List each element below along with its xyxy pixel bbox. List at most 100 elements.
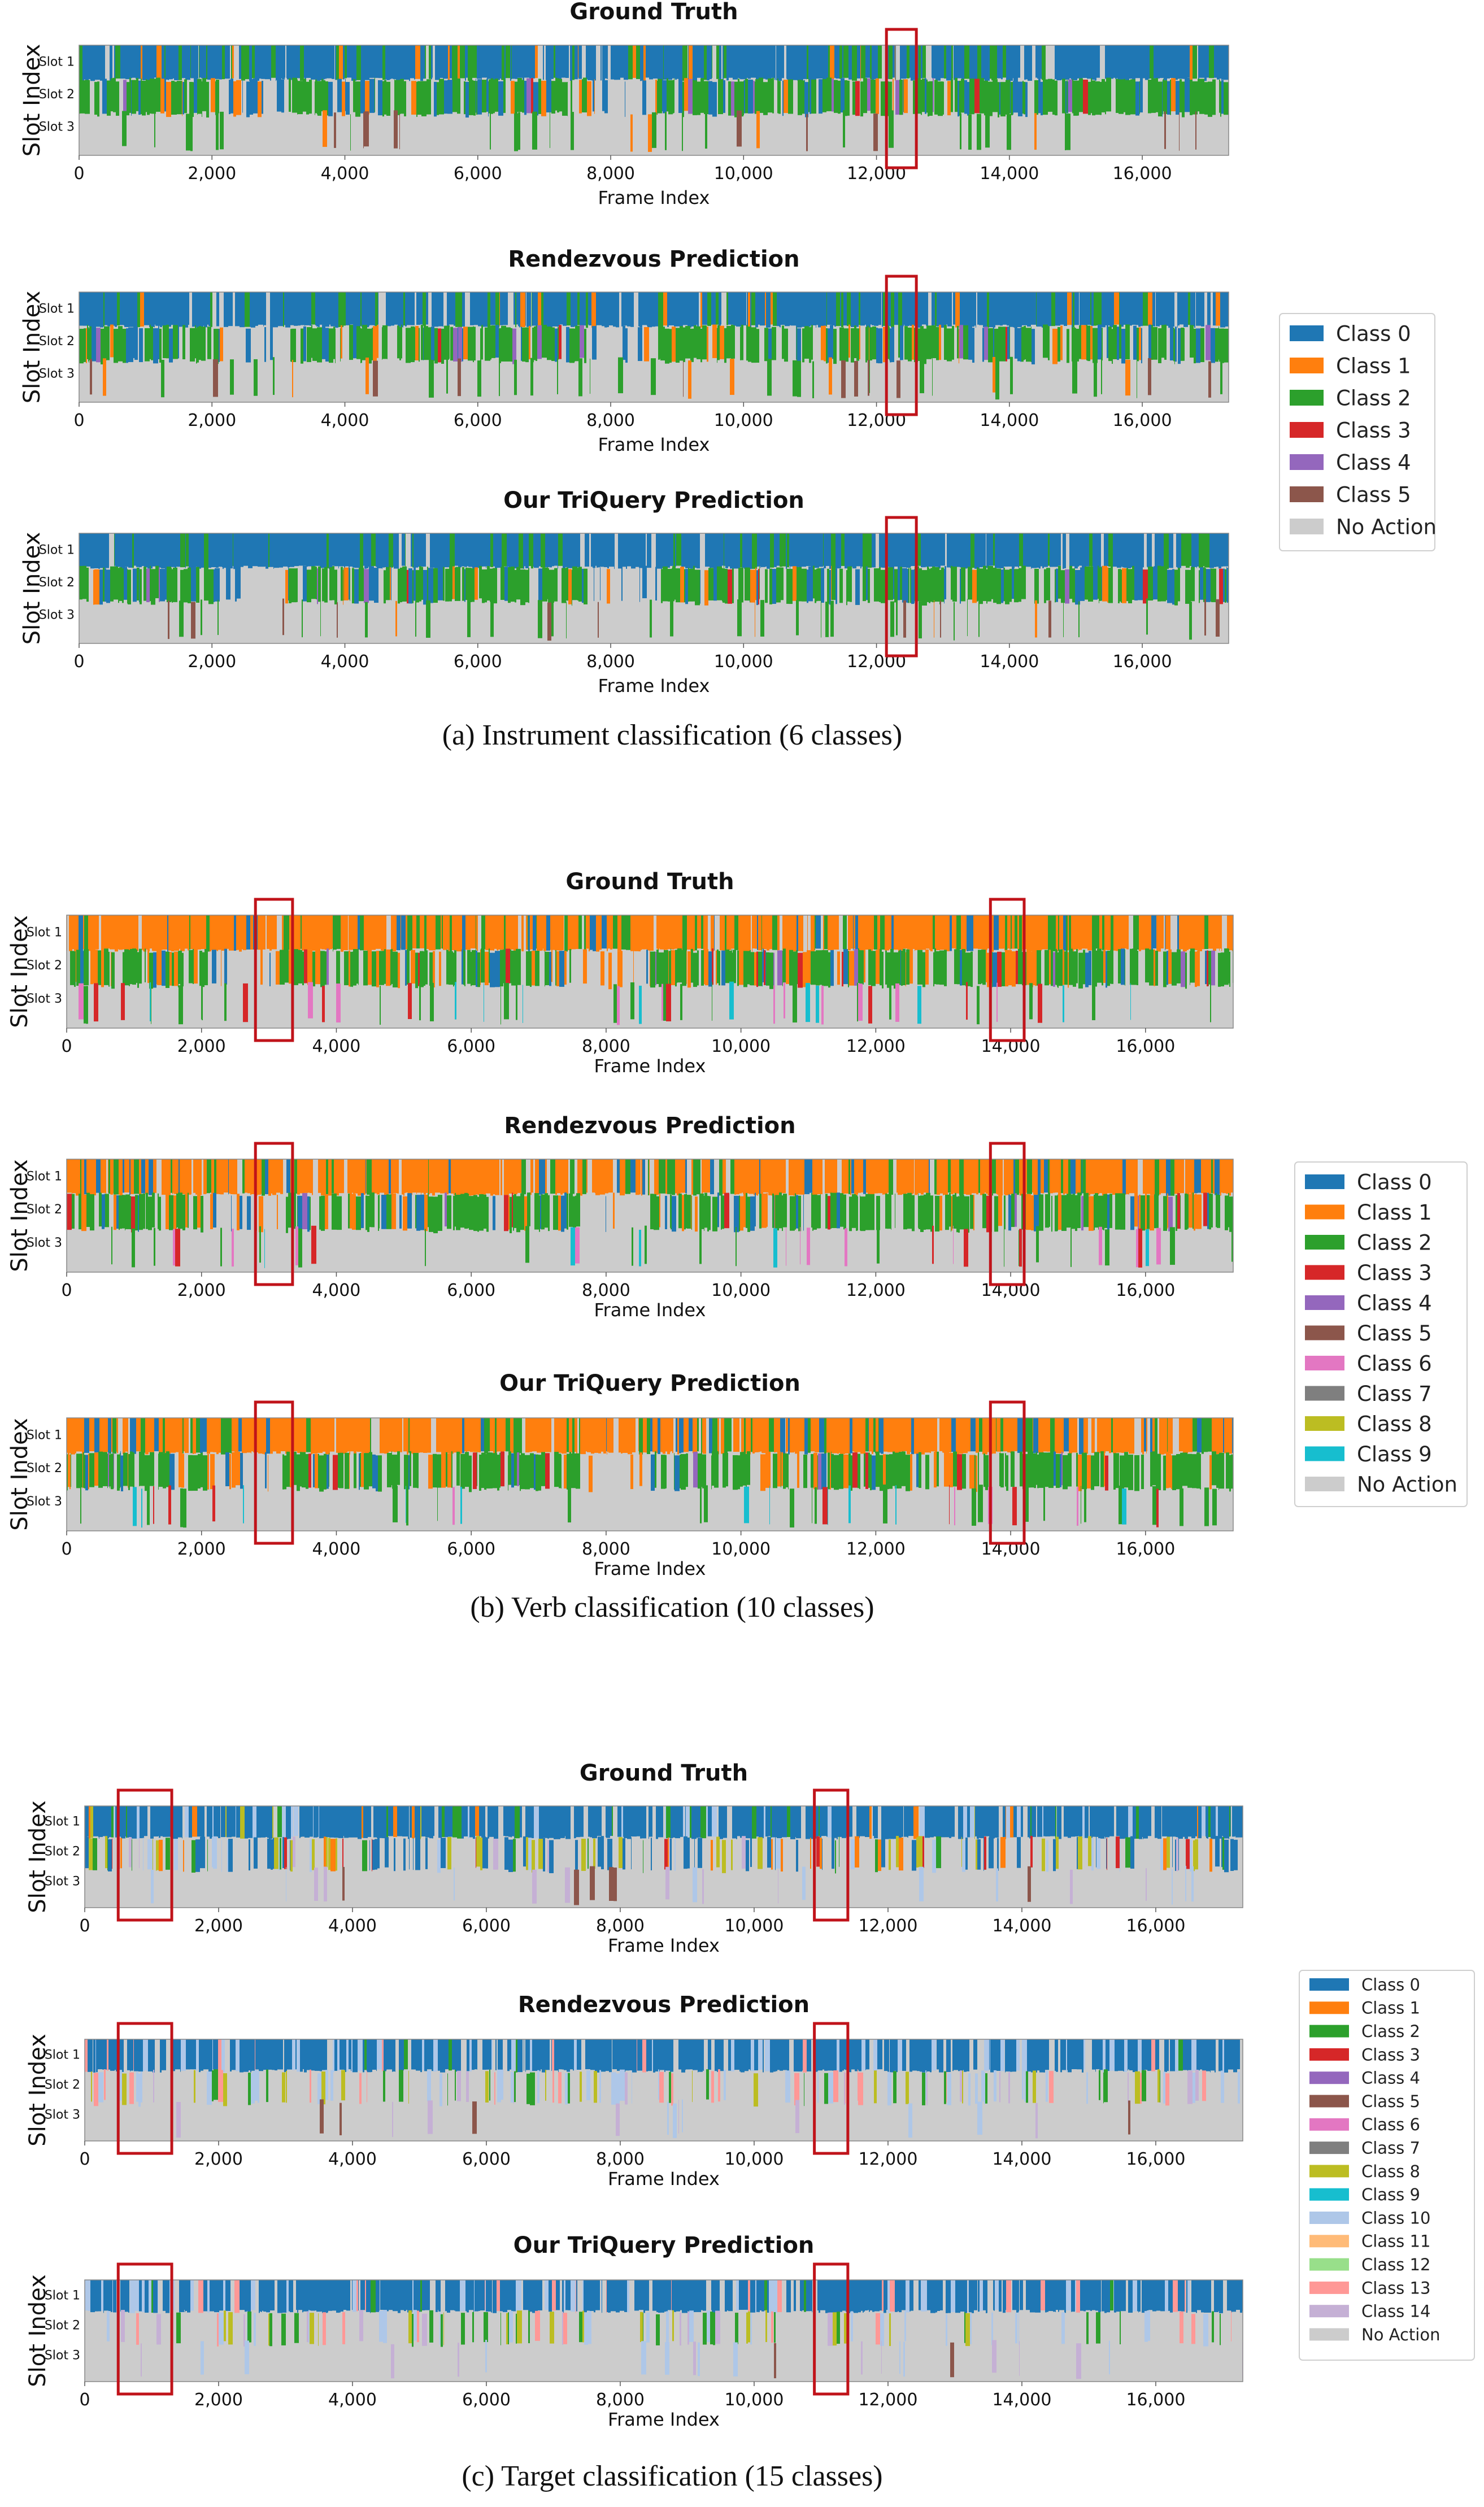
class-stripe <box>1013 1806 1017 1838</box>
class-stripe <box>1135 45 1140 79</box>
class-stripe <box>452 1806 457 1838</box>
class-stripe <box>868 986 872 1024</box>
class-stripe <box>1172 292 1174 327</box>
class-stripe <box>867 325 869 361</box>
class-stripe <box>988 328 993 363</box>
class-stripe <box>89 1806 90 1839</box>
class-stripe <box>495 292 499 328</box>
class-stripe <box>598 602 599 638</box>
class-stripe <box>178 951 179 987</box>
class-stripe <box>1221 1159 1222 1193</box>
class-stripe <box>1171 78 1176 112</box>
class-stripe <box>920 357 924 394</box>
class-stripe <box>672 1418 673 1453</box>
class-stripe <box>769 568 772 604</box>
class-stripe <box>915 915 918 950</box>
class-stripe <box>878 328 882 364</box>
class-stripe <box>499 292 500 326</box>
class-stripe <box>1145 45 1148 80</box>
class-stripe <box>904 1418 907 1451</box>
class-stripe <box>433 951 435 988</box>
class-stripe <box>512 328 516 364</box>
class-stripe <box>193 1159 195 1193</box>
class-stripe <box>835 45 836 79</box>
class-stripe <box>453 328 458 362</box>
class-stripe <box>106 533 109 568</box>
class-stripe <box>221 1806 225 1838</box>
class-stripe <box>799 533 802 568</box>
class-stripe <box>89 45 90 80</box>
class-stripe <box>693 1418 697 1453</box>
class-stripe <box>303 326 306 362</box>
legend-swatch <box>1305 1356 1344 1370</box>
class-stripe <box>81 1159 84 1195</box>
class-stripe <box>230 359 234 395</box>
class-stripe <box>353 1159 354 1194</box>
class-stripe <box>511 1806 512 1838</box>
class-stripe <box>1219 79 1220 113</box>
class-stripe <box>219 1159 220 1195</box>
class-stripe <box>338 1806 343 1838</box>
class-stripe <box>798 952 803 988</box>
class-stripe <box>199 951 202 986</box>
class-stripe <box>464 1192 468 1229</box>
class-stripe <box>1229 1455 1231 1492</box>
class-stripe <box>484 1418 488 1453</box>
class-stripe <box>322 324 325 359</box>
class-stripe <box>693 1159 697 1196</box>
class-stripe <box>824 950 828 986</box>
class-stripe <box>324 1453 327 1490</box>
class-stripe <box>675 533 676 567</box>
class-stripe <box>380 1159 384 1193</box>
class-stripe <box>1150 1195 1154 1231</box>
class-stripe <box>338 1452 339 1488</box>
class-stripe <box>1044 569 1046 603</box>
class-stripe <box>780 292 781 328</box>
class-stripe <box>894 952 898 989</box>
class-stripe <box>506 1418 510 1452</box>
class-stripe <box>399 45 403 81</box>
class-stripe <box>265 1159 268 1195</box>
class-stripe <box>297 568 298 602</box>
class-stripe <box>998 1192 1002 1226</box>
class-stripe <box>506 45 510 79</box>
class-stripe <box>613 292 616 327</box>
class-stripe <box>196 1418 200 1453</box>
class-stripe <box>460 45 465 79</box>
highlight-box <box>885 28 918 169</box>
x-tick-label: 8,000 <box>586 164 635 184</box>
legend-swatch <box>1305 1295 1344 1310</box>
class-stripe <box>754 952 756 986</box>
highlight-box <box>989 898 1026 1042</box>
class-stripe <box>900 325 902 360</box>
class-stripe <box>1013 45 1016 79</box>
class-stripe <box>1201 1159 1204 1194</box>
class-stripe <box>106 1418 108 1452</box>
class-stripe <box>276 1418 281 1454</box>
class-stripe <box>1108 567 1113 603</box>
class-stripe <box>832 79 834 112</box>
class-stripe <box>173 1229 175 1266</box>
class-stripe <box>484 1194 486 1229</box>
class-stripe <box>680 915 681 950</box>
class-stripe <box>476 533 480 568</box>
class-stripe <box>941 533 945 566</box>
class-stripe <box>1175 327 1177 362</box>
class-stripe <box>748 292 750 328</box>
class-stripe <box>599 915 602 950</box>
class-stripe <box>1164 45 1167 81</box>
class-stripe <box>1058 565 1061 599</box>
class-stripe <box>178 1192 182 1229</box>
class-stripe <box>860 533 861 569</box>
class-stripe <box>289 78 291 112</box>
class-stripe <box>365 81 369 115</box>
class-stripe <box>767 1192 768 1227</box>
class-stripe <box>1004 1806 1006 1837</box>
class-stripe <box>993 356 995 393</box>
class-stripe <box>858 983 863 1021</box>
class-stripe <box>671 1194 672 1230</box>
class-stripe <box>486 1196 489 1232</box>
class-stripe <box>662 77 663 111</box>
class-stripe <box>180 1159 185 1194</box>
class-stripe <box>841 292 843 328</box>
